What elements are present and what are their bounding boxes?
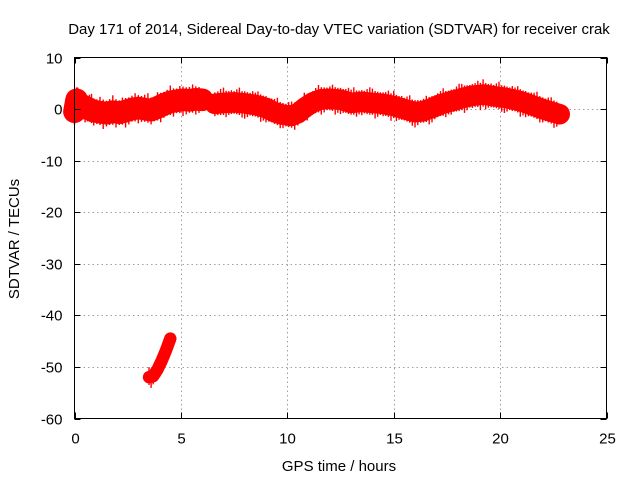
x-tick-label: 20 — [492, 431, 509, 448]
x-tick-label: 15 — [386, 431, 403, 448]
y-tick-label: -40 — [41, 308, 63, 325]
y-tick-label: -60 — [41, 412, 63, 429]
y-tick-label: -50 — [41, 360, 63, 377]
plot-frame — [74, 57, 607, 419]
y-tick-label: 10 — [46, 51, 63, 68]
y-tick-label: -20 — [41, 205, 63, 222]
x-tick-label: 25 — [599, 431, 616, 448]
chart-title: Day 171 of 2014, Sidereal Day-to-day VTE… — [68, 21, 610, 38]
series-layer — [63, 79, 570, 388]
y-tick-label: 0 — [54, 102, 62, 119]
y-axis-label: SDTVAR / TECUs — [6, 179, 23, 299]
tick-layer: 0 5 10 15 20 25 10 0 -10 -20 -30 -40 -50 -60 — [41, 51, 616, 448]
x-tick-label: 10 — [279, 431, 296, 448]
x-tick-label: 0 — [71, 431, 79, 448]
y-tick-label: -30 — [41, 257, 63, 274]
y-tick-label: -10 — [41, 154, 63, 171]
x-tick-label: 5 — [177, 431, 185, 448]
x-axis-label: GPS time / hours — [282, 458, 396, 475]
